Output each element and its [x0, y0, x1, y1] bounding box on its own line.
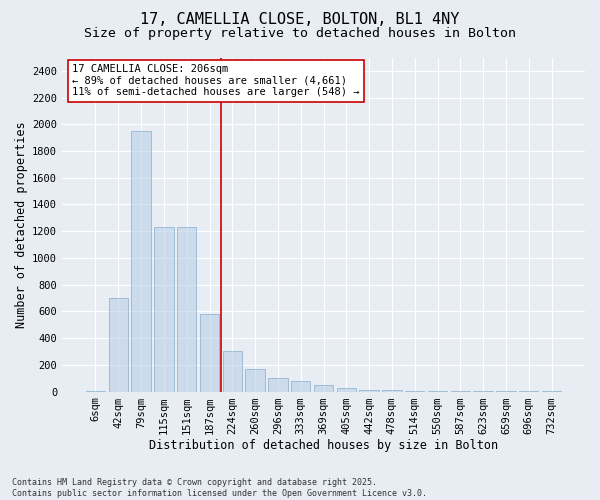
Bar — [382, 390, 401, 392]
Bar — [405, 391, 424, 392]
Bar — [109, 298, 128, 392]
Text: 17, CAMELLIA CLOSE, BOLTON, BL1 4NY: 17, CAMELLIA CLOSE, BOLTON, BL1 4NY — [140, 12, 460, 28]
Text: 17 CAMELLIA CLOSE: 206sqm
← 89% of detached houses are smaller (4,661)
11% of se: 17 CAMELLIA CLOSE: 206sqm ← 89% of detac… — [73, 64, 360, 98]
Bar — [359, 390, 379, 392]
Bar — [314, 385, 333, 392]
Text: Size of property relative to detached houses in Bolton: Size of property relative to detached ho… — [84, 28, 516, 40]
Bar — [337, 388, 356, 392]
Bar — [245, 369, 265, 392]
Bar — [200, 314, 219, 392]
Y-axis label: Number of detached properties: Number of detached properties — [15, 121, 28, 328]
Bar — [177, 227, 196, 392]
Text: Contains HM Land Registry data © Crown copyright and database right 2025.
Contai: Contains HM Land Registry data © Crown c… — [12, 478, 427, 498]
Bar — [86, 391, 105, 392]
Bar — [131, 131, 151, 392]
X-axis label: Distribution of detached houses by size in Bolton: Distribution of detached houses by size … — [149, 440, 498, 452]
Bar — [154, 227, 173, 392]
Bar — [268, 378, 287, 392]
Bar — [223, 352, 242, 392]
Bar — [291, 381, 310, 392]
